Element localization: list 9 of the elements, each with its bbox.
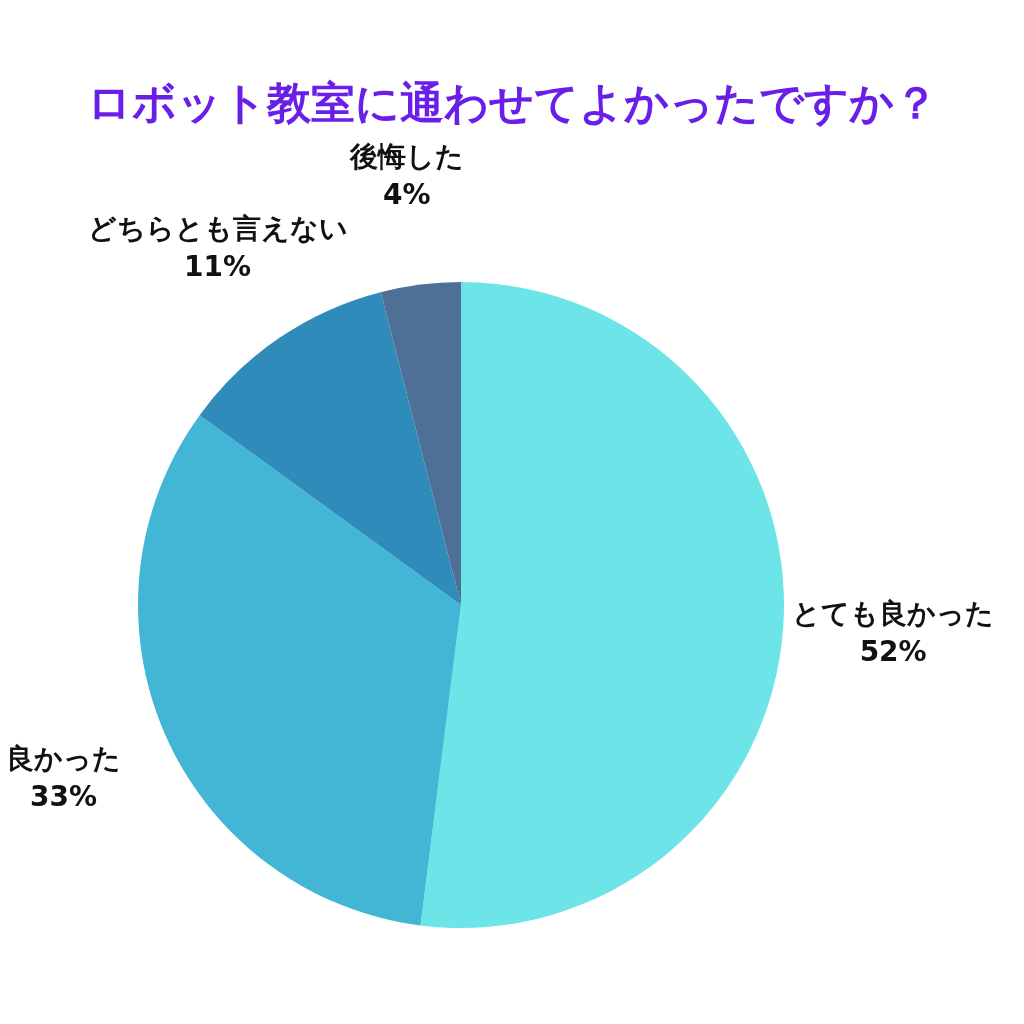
data-label: 52% (859, 635, 927, 669)
chart-title: ロボット教室に通わせてよかったですか？ (86, 77, 938, 128)
data-label: 11% (184, 249, 252, 283)
slice-label: どちらとも言えない (87, 211, 348, 245)
data-label: 4% (382, 178, 431, 212)
slice-label: 後悔した (348, 140, 464, 174)
slice-label: とても良かった (792, 597, 995, 631)
slice-label: 良かった (6, 741, 122, 775)
data-label: 33% (30, 779, 98, 813)
